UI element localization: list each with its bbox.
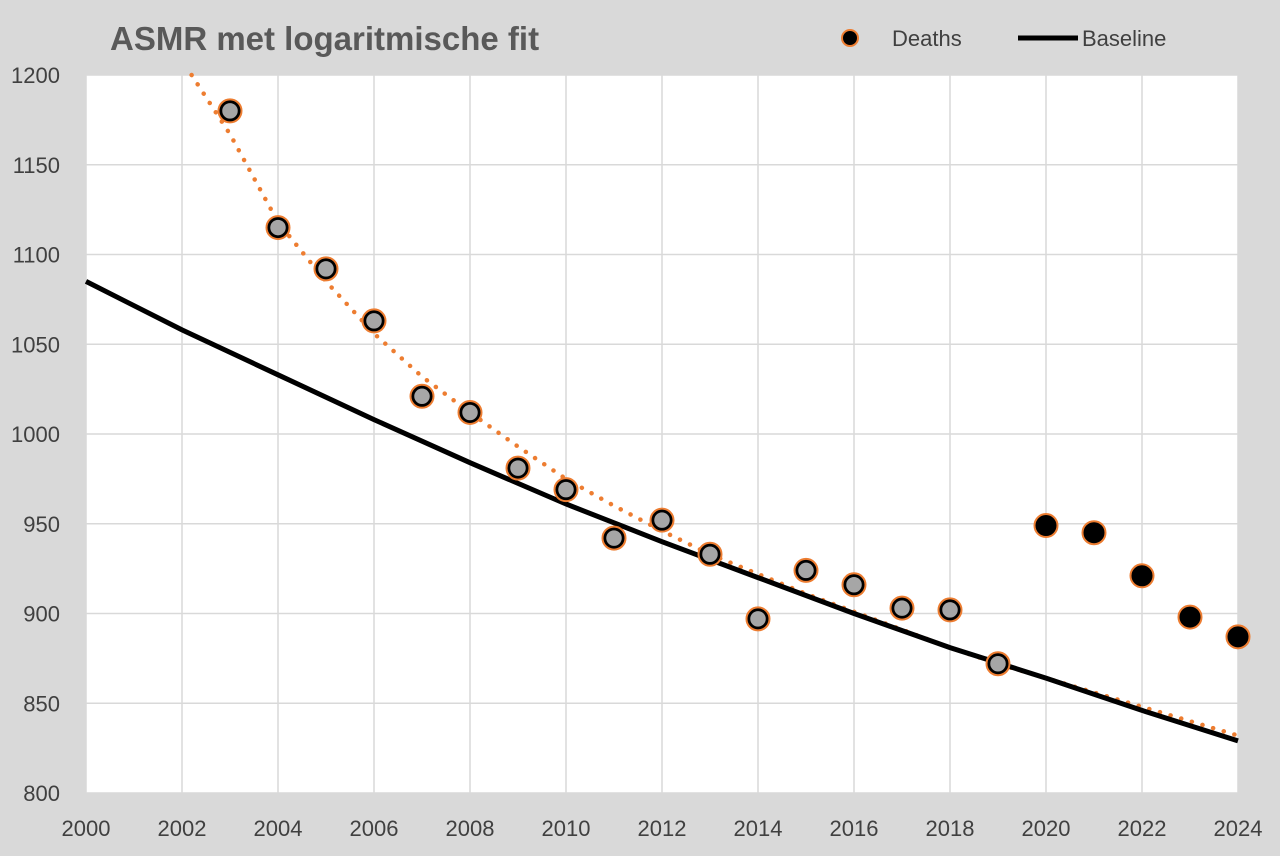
data-point (1034, 514, 1058, 537)
data-point-ring (409, 383, 435, 409)
x-tick-label: 2024 (1214, 816, 1263, 841)
data-point-ring (361, 308, 387, 334)
data-point (266, 216, 290, 239)
data-point (1082, 521, 1106, 544)
legend-deaths-label: Deaths (892, 26, 962, 51)
data-point (506, 456, 530, 480)
x-tick-label: 2020 (1022, 816, 1071, 841)
data-point-ring (1177, 604, 1203, 630)
data-point (602, 526, 626, 550)
data-point-ring (985, 651, 1011, 677)
points-layer (217, 98, 1251, 677)
y-tick-label: 800 (23, 781, 60, 806)
data-point-ring (217, 98, 243, 124)
data-point (362, 309, 386, 333)
x-tick-label: 2016 (830, 816, 879, 841)
data-point (842, 573, 866, 597)
data-point (1178, 605, 1202, 629)
data-point-ring (937, 597, 963, 623)
y-tick-label: 1050 (11, 332, 60, 357)
data-point-ring (889, 595, 915, 621)
data-point (698, 543, 722, 566)
data-point (986, 652, 1010, 676)
data-point-ring (1225, 624, 1251, 650)
legend-deaths-marker (841, 29, 859, 47)
y-tick-label: 1100 (13, 243, 60, 268)
data-point-ring (505, 455, 531, 481)
data-point-ring (841, 572, 867, 598)
data-point (554, 478, 578, 501)
data-point (1130, 564, 1154, 588)
legend-baseline-label: Baseline (1082, 26, 1166, 51)
x-tick-label: 2022 (1118, 816, 1167, 841)
data-point-ring (1129, 563, 1155, 589)
data-point (314, 257, 338, 281)
x-tick-label: 2010 (542, 816, 591, 841)
x-tick-label: 2006 (350, 816, 399, 841)
baseline-line-layer (84, 279, 1239, 744)
legend: Deaths Baseline (841, 26, 1166, 51)
data-point (746, 607, 770, 631)
x-tick-label: 2002 (158, 816, 207, 841)
data-point-ring (553, 477, 579, 503)
y-tick-label: 1150 (13, 153, 60, 178)
x-tick-label: 2014 (734, 816, 783, 841)
data-point-ring (793, 557, 819, 583)
data-point (890, 596, 914, 620)
x-tick-label: 2004 (254, 816, 303, 841)
data-point-ring (1033, 513, 1059, 539)
data-point (794, 559, 818, 582)
y-tick-label: 900 (23, 602, 60, 627)
y-tick-label: 950 (23, 512, 60, 537)
x-tick-label: 2008 (446, 816, 495, 841)
y-tick-label: 1200 (11, 63, 60, 88)
data-point-ring (697, 541, 723, 567)
data-point (458, 401, 482, 424)
x-tick-label: 2000 (62, 816, 111, 841)
data-point (218, 99, 242, 123)
data-point-ring (745, 606, 771, 632)
x-tick-label: 2018 (926, 816, 975, 841)
data-point (410, 385, 434, 408)
baseline-line (84, 279, 1239, 744)
data-point-ring (601, 525, 627, 551)
data-point-ring (313, 256, 339, 282)
x-axis-ticks: 2000 2002 2004 2006 2008 2010 2012 2014 2016 2018… (62, 816, 1263, 841)
chart-title: ASMR met logaritmische fit (110, 20, 539, 57)
data-point-ring (649, 507, 675, 533)
data-point-ring (1081, 520, 1107, 546)
y-axis-ticks: 800 850 900 950 1000 1050 1100 1150 1200 (11, 63, 60, 806)
y-tick-label: 1000 (11, 422, 60, 447)
data-point-ring (457, 399, 483, 425)
data-point (650, 508, 674, 532)
x-tick-label: 2012 (638, 816, 687, 841)
y-tick-label: 850 (23, 691, 60, 716)
data-point (1226, 625, 1250, 649)
data-point-ring (265, 215, 291, 241)
data-point (938, 598, 962, 622)
